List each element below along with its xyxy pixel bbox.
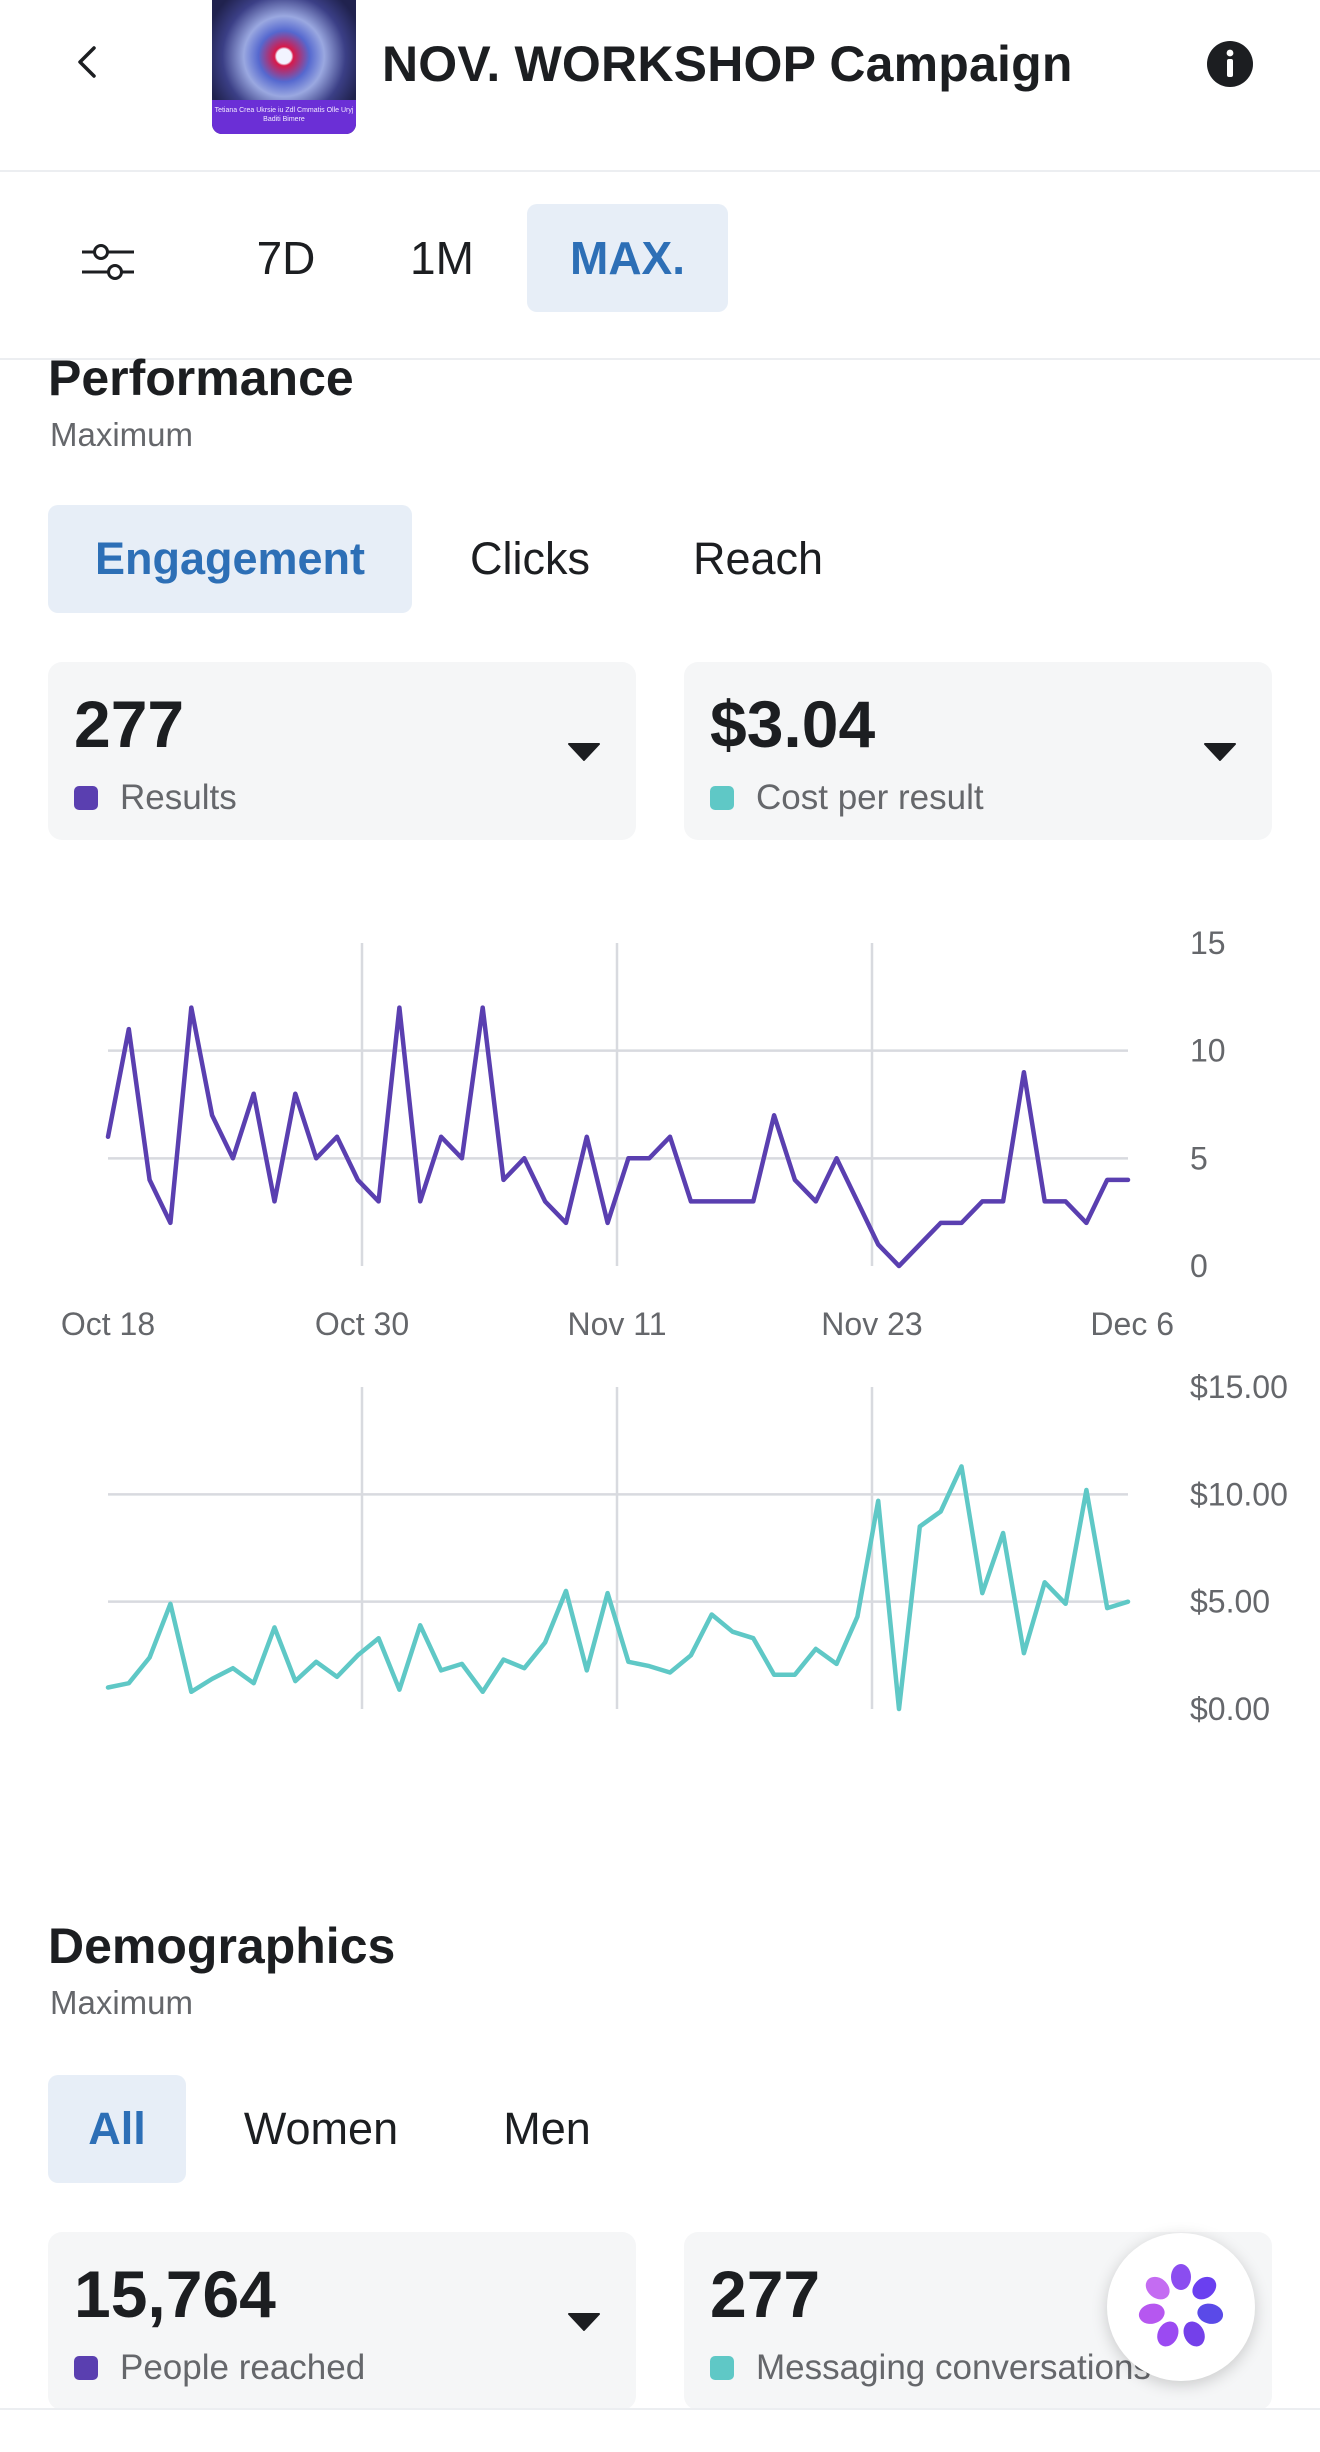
cost-label-text: Cost per result [756,778,984,817]
info-button[interactable] [1206,40,1254,88]
results-chart: 15 10 5 0 Oct 18 Oct 30 Nov 11 Nov 23 Dec 6 [61,925,1226,1342]
filter-button[interactable] [78,232,138,292]
demographics-title: Demographics [48,1918,396,1974]
back-button[interactable] [60,34,116,90]
people-reached-value: 15,764 [74,2257,276,2331]
messaging-conversations-label: Messaging conversations started [710,2348,1180,2388]
people-reached-metric-card[interactable]: 15,764 People reached [48,2232,636,2410]
messaging-conversations-value: 277 [710,2257,821,2331]
campaign-thumbnail: Tetiana Crea Ukrsie iu Zdl Cmmatis Olle … [212,0,356,134]
x-tick-label: Nov 23 [821,1306,922,1342]
results-metric-card[interactable]: 277 Results [48,662,636,840]
range-tab-1m[interactable]: 1M [410,232,474,284]
page-title: NOV. WORKSHOP Campaign [382,36,1073,92]
tab-reach[interactable]: Reach [692,533,824,584]
range-tab-7d[interactable]: 7D [256,232,316,284]
date-range-bar: 7D 1M MAX. [0,172,1320,360]
demographics-subtitle: Maximum [50,1984,194,2021]
x-tick-label: Dec 6 [1090,1306,1174,1342]
tab-women[interactable]: Women [243,2103,399,2154]
y-tick-label: 5 [1190,1140,1208,1176]
x-tick-label: Oct 30 [315,1306,409,1342]
results-label: Results [74,778,237,818]
results-line [105,1005,1131,1269]
caret-down-icon[interactable] [566,740,602,764]
cost-line [105,1464,1131,1712]
results-label-text: Results [120,778,237,817]
bottom-divider [0,2408,1320,2410]
results-value: 277 [74,687,185,761]
y-tick-label: $10.00 [1190,1476,1288,1512]
cost-swatch [710,786,734,810]
y-tick-label: 0 [1190,1248,1208,1284]
performance-subtitle: Maximum [50,416,194,453]
cost-chart: $15.00 $10.00 $5.00 $0.00 [105,1369,1288,1727]
tab-all[interactable]: All [48,2075,186,2183]
tab-clicks[interactable]: Clicks [470,533,590,584]
chevron-left-icon [78,46,96,78]
people-reached-swatch [74,2356,98,2380]
results-swatch [74,786,98,810]
app-header: Tetiana Crea Ukrsie iu Zdl Cmmatis Olle … [0,0,1320,172]
tab-engagement[interactable]: Engagement [48,505,412,613]
cost-per-result-label: Cost per result [710,778,984,818]
cost-per-result-value: $3.04 [710,687,876,761]
performance-title: Performance [48,350,354,406]
x-tick-label: Nov 11 [567,1306,666,1342]
people-reached-label: People reached [74,2348,365,2388]
caret-down-icon[interactable] [566,2310,602,2334]
messaging-label-text: Messaging conversations started [756,2348,1180,2387]
cost-per-result-metric-card[interactable]: $3.04 Cost per result [684,662,1272,840]
y-tick-label: 10 [1190,1033,1226,1069]
info-circle-icon [1207,41,1253,87]
x-tick-label: Oct 18 [61,1306,155,1342]
messaging-swatch [710,2356,734,2380]
thumbnail-caption: Tetiana Crea Ukrsie iu Zdl Cmmatis Olle … [212,100,356,134]
tab-men[interactable]: Men [503,2103,591,2154]
range-tab-max[interactable]: MAX. [527,204,728,312]
y-tick-label: 15 [1190,925,1226,961]
y-tick-label: $15.00 [1190,1369,1288,1405]
caret-down-icon[interactable] [1202,740,1238,764]
y-tick-label: $0.00 [1190,1691,1270,1727]
sparkle-flower-icon [1138,2264,1224,2347]
ai-assistant-button[interactable] [1107,2233,1255,2381]
sliders-icon [82,244,134,280]
y-tick-label: $5.00 [1190,1584,1270,1620]
people-reached-label-text: People reached [120,2348,366,2387]
